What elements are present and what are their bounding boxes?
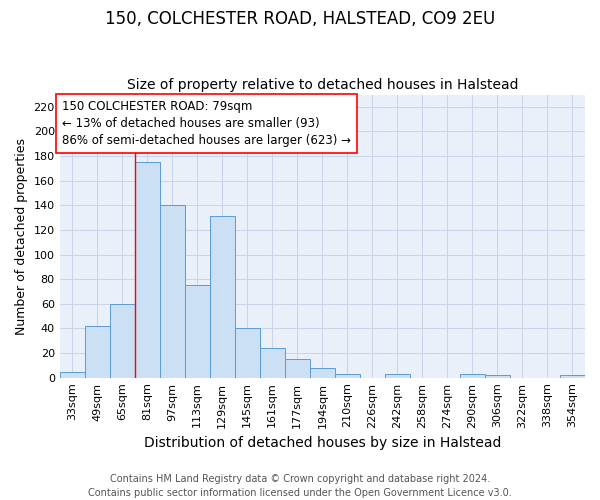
Bar <box>110 304 135 378</box>
Bar <box>335 374 360 378</box>
Title: Size of property relative to detached houses in Halstead: Size of property relative to detached ho… <box>127 78 518 92</box>
Bar <box>310 368 335 378</box>
Bar <box>385 374 410 378</box>
Bar <box>260 348 285 378</box>
Bar <box>185 286 210 378</box>
Bar <box>460 374 485 378</box>
Text: 150 COLCHESTER ROAD: 79sqm
← 13% of detached houses are smaller (93)
86% of semi: 150 COLCHESTER ROAD: 79sqm ← 13% of deta… <box>62 100 351 147</box>
Y-axis label: Number of detached properties: Number of detached properties <box>15 138 28 334</box>
Text: Contains HM Land Registry data © Crown copyright and database right 2024.
Contai: Contains HM Land Registry data © Crown c… <box>88 474 512 498</box>
X-axis label: Distribution of detached houses by size in Halstead: Distribution of detached houses by size … <box>143 436 501 450</box>
Bar <box>285 359 310 378</box>
Bar <box>59 372 85 378</box>
Bar <box>160 206 185 378</box>
Bar <box>235 328 260 378</box>
Bar <box>85 326 110 378</box>
Bar <box>135 162 160 378</box>
Bar <box>560 375 585 378</box>
Text: 150, COLCHESTER ROAD, HALSTEAD, CO9 2EU: 150, COLCHESTER ROAD, HALSTEAD, CO9 2EU <box>105 10 495 28</box>
Bar <box>485 375 510 378</box>
Bar <box>210 216 235 378</box>
